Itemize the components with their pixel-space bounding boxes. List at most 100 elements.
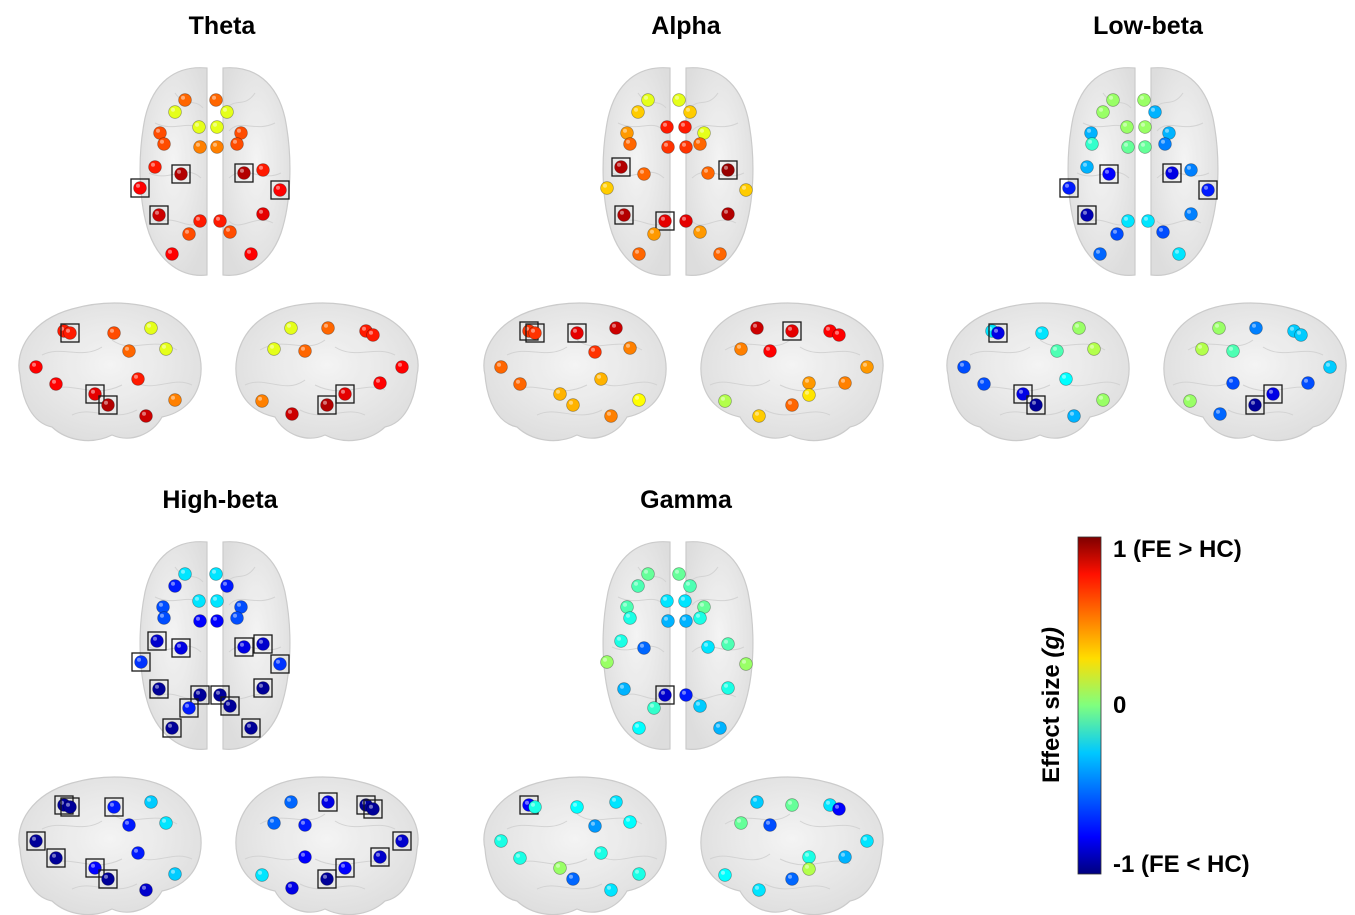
axial-electrode-highlight xyxy=(137,657,141,662)
left-sig-box xyxy=(26,831,46,851)
left-electrode xyxy=(159,816,173,830)
panel-gamma: Gamma xyxy=(483,486,884,915)
axial-electrode xyxy=(637,641,651,655)
right-electrode-highlight xyxy=(721,396,725,401)
left-electrode-highlight xyxy=(591,821,595,826)
left-electrode xyxy=(553,387,567,401)
axial-sig-box xyxy=(1059,178,1079,198)
right-electrode xyxy=(1266,387,1280,401)
left-electrode-highlight xyxy=(134,848,138,853)
left-electrode xyxy=(122,818,136,832)
axial-sig-box xyxy=(149,679,169,699)
axial-electrode xyxy=(1062,181,1076,195)
right-electrode-highlight xyxy=(323,400,327,405)
axial-sig-box xyxy=(253,678,273,698)
right-electrode xyxy=(718,868,732,882)
left-electrode xyxy=(63,800,77,814)
axial-electrode-highlight xyxy=(151,162,155,167)
axial-electrode xyxy=(244,247,258,261)
panel-title: Theta xyxy=(189,12,257,40)
axial-electrode-highlight xyxy=(171,107,175,112)
axial-electrode xyxy=(213,688,227,702)
right-lateral-view xyxy=(235,302,419,442)
right-electrode xyxy=(366,328,380,342)
axial-electrode-highlight xyxy=(177,643,181,648)
axial-electrode xyxy=(148,160,162,174)
axial-electrode-highlight xyxy=(1109,95,1113,100)
axial-sig-box xyxy=(1162,163,1182,183)
axial-electrode-highlight xyxy=(635,723,639,728)
axial-sig-box xyxy=(171,638,191,658)
right-electrode xyxy=(802,850,816,864)
right-electrode-highlight xyxy=(826,800,830,805)
axial-sig-box xyxy=(234,637,254,657)
axial-electrode-highlight xyxy=(181,569,185,574)
right-sig-box xyxy=(318,792,338,812)
right-electrode xyxy=(320,398,334,412)
axial-electrode xyxy=(661,614,675,628)
left-electrode-highlight xyxy=(110,328,114,333)
left-electrode xyxy=(1087,342,1101,356)
left-electrode xyxy=(29,834,43,848)
axial-electrode xyxy=(632,247,646,261)
axial-electrode xyxy=(193,140,207,154)
axial-electrode-highlight xyxy=(160,139,164,144)
axial-electrode-highlight xyxy=(696,701,700,706)
left-sig-box xyxy=(85,858,105,878)
left-electrode-highlight xyxy=(147,797,151,802)
axial-electrode xyxy=(693,137,707,151)
left-sig-box xyxy=(988,323,1008,343)
left-electrode xyxy=(1059,372,1073,386)
axial-electrode-highlight xyxy=(1187,165,1191,170)
axial-electrode xyxy=(693,611,707,625)
axial-electrode xyxy=(230,611,244,625)
axial-electrode xyxy=(133,181,147,195)
left-electrode xyxy=(977,377,991,391)
axial-electrode-highlight xyxy=(1204,185,1208,190)
axial-electrode xyxy=(637,167,651,181)
axial-electrode-highlight xyxy=(635,249,639,254)
axial-electrode-highlight xyxy=(259,639,263,644)
axial-electrode-highlight xyxy=(1151,107,1155,112)
right-electrode-highlight xyxy=(258,396,262,401)
axial-electrode xyxy=(1080,208,1094,222)
right-electrode-highlight xyxy=(362,326,366,331)
left-electrode xyxy=(588,345,602,359)
left-electrode xyxy=(49,851,63,865)
colorbar-gradient xyxy=(1077,536,1102,875)
right-electrode-highlight xyxy=(766,820,770,825)
axial-electrode xyxy=(165,721,179,735)
left-electrode xyxy=(144,795,158,809)
left-electrode xyxy=(101,398,115,412)
right-lateral-view xyxy=(700,776,884,915)
left-electrode xyxy=(168,867,182,881)
axial-electrode-highlight xyxy=(661,216,665,221)
left-electrode-highlight xyxy=(125,820,129,825)
right-electrode-highlight xyxy=(1304,378,1308,383)
right-electrode-highlight xyxy=(369,804,373,809)
left-electrode xyxy=(107,800,121,814)
right-electrode xyxy=(255,868,269,882)
axial-electrode-highlight xyxy=(1123,122,1127,127)
axial-electrode xyxy=(679,214,693,228)
axial-electrode-highlight xyxy=(226,227,230,232)
axial-electrode-highlight xyxy=(233,139,237,144)
axial-electrode xyxy=(641,93,655,107)
axial-electrode-highlight xyxy=(640,643,644,648)
axial-electrode xyxy=(679,614,693,628)
axial-electrode xyxy=(256,681,270,695)
axial-electrode-highlight xyxy=(626,139,630,144)
axial-electrode xyxy=(1093,247,1107,261)
left-electrode-highlight xyxy=(497,362,501,367)
axial-sig-box xyxy=(270,654,290,674)
right-electrode xyxy=(298,850,312,864)
right-electrode xyxy=(838,850,852,864)
axial-sig-box xyxy=(253,634,273,654)
axial-electrode-highlight xyxy=(213,596,217,601)
axial-electrode xyxy=(679,688,693,702)
left-electrode-highlight xyxy=(134,374,138,379)
axial-electrode-highlight xyxy=(216,216,220,221)
right-sig-box xyxy=(1245,395,1265,415)
left-electrode xyxy=(553,861,567,875)
axial-electrode-highlight xyxy=(682,142,686,147)
